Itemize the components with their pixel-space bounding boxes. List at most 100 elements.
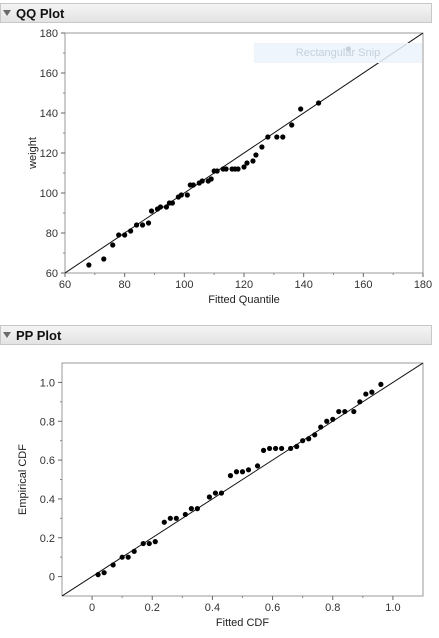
- data-point: [233, 469, 240, 475]
- data-point: [208, 176, 214, 182]
- data-point: [194, 506, 200, 512]
- x-tick-label: 0.4: [205, 602, 220, 614]
- data-point: [145, 220, 152, 226]
- data-point: [116, 232, 122, 238]
- data-point: [300, 438, 306, 444]
- data-point: [101, 570, 107, 576]
- data-point: [227, 473, 234, 479]
- y-tick-label: 80: [46, 228, 58, 240]
- data-point: [157, 204, 164, 210]
- data-point: [128, 228, 134, 234]
- data-point: [182, 511, 188, 518]
- x-tick-label: 180: [414, 279, 432, 291]
- data-point: [288, 445, 294, 452]
- x-tick-label: 0.8: [325, 602, 340, 614]
- data-point: [254, 463, 261, 469]
- data-point: [184, 192, 190, 198]
- rectangular-snip-overlay: Rectangular Snip: [254, 43, 422, 63]
- data-point: [169, 200, 175, 206]
- data-point: [336, 408, 342, 415]
- data-point: [306, 436, 312, 442]
- data-point: [101, 256, 107, 262]
- data-point: [289, 122, 295, 128]
- x-axis-title: Fitted Quantile: [208, 294, 280, 306]
- x-tick-label: 80: [119, 279, 131, 291]
- x-tick-label: 0: [89, 602, 95, 614]
- qq-plot-title: QQ Plot: [16, 5, 65, 21]
- y-tick-label: 180: [40, 28, 58, 40]
- data-point: [139, 222, 146, 228]
- data-point: [214, 168, 220, 174]
- data-point: [315, 100, 322, 106]
- qq-plot-chart: 60 80 100 120 140 160 180 60 80 100 120 140 160 180 Fi…: [27, 28, 432, 306]
- x-axis-title: Fitted CDF: [216, 617, 269, 629]
- data-point: [122, 232, 128, 238]
- data-point: [294, 443, 300, 450]
- data-point: [253, 152, 259, 158]
- x-tick-label: 60: [59, 279, 71, 291]
- rectangular-snip-label: Rectangular Snip: [295, 47, 381, 59]
- data-point: [188, 506, 194, 512]
- x-tick-label: 140: [294, 279, 312, 291]
- data-point: [324, 418, 330, 424]
- data-point: [280, 134, 286, 140]
- data-point: [265, 134, 271, 140]
- data-point: [244, 160, 250, 166]
- y-tick-label: 120: [40, 148, 58, 160]
- data-point: [125, 554, 131, 560]
- data-point: [167, 515, 173, 521]
- data-point: [212, 490, 219, 496]
- data-point: [110, 242, 116, 248]
- data-point: [312, 432, 318, 438]
- data-point: [351, 408, 357, 415]
- data-point: [206, 494, 213, 500]
- y-tick-label: 60: [46, 268, 58, 280]
- data-point: [330, 416, 336, 422]
- data-point: [318, 424, 324, 430]
- data-point: [163, 204, 170, 210]
- data-point: [223, 166, 229, 172]
- data-point: [239, 469, 246, 475]
- data-point: [161, 519, 167, 525]
- x-tick-label: 0.2: [145, 602, 160, 614]
- data-point: [279, 445, 285, 452]
- x-tick-label: 1.0: [385, 602, 400, 614]
- y-tick-label: 100: [40, 188, 58, 200]
- x-tick-label: 120: [235, 279, 253, 291]
- data-point: [190, 182, 196, 188]
- disclosure-triangle-icon[interactable]: [3, 10, 11, 16]
- pp-plot-title: PP Plot: [16, 327, 62, 343]
- data-point: [274, 134, 280, 140]
- data-point: [266, 445, 273, 452]
- data-point: [259, 144, 265, 150]
- data-point: [241, 164, 247, 170]
- y-tick-label: 140: [40, 108, 58, 120]
- disclosure-triangle-icon[interactable]: [3, 332, 11, 338]
- data-point: [86, 262, 92, 268]
- x-tick-label: 0.6: [265, 602, 280, 614]
- x-tick-label: 100: [175, 279, 193, 291]
- data-point: [199, 178, 205, 184]
- pp-plot-header[interactable]: PP Plot: [0, 325, 432, 345]
- data-point: [178, 192, 184, 198]
- data-point: [152, 539, 158, 545]
- data-point: [235, 166, 241, 172]
- data-point: [369, 389, 375, 395]
- y-tick-label: 0.8: [40, 416, 55, 428]
- data-point: [218, 490, 225, 496]
- data-point: [140, 540, 146, 547]
- data-point: [260, 447, 267, 453]
- data-point: [173, 515, 179, 521]
- data-point: [378, 381, 384, 387]
- y-tick-label: 0.4: [40, 494, 55, 506]
- y-tick-label: 160: [40, 68, 58, 80]
- data-point: [95, 572, 101, 578]
- y-tick-label: 0: [49, 572, 55, 584]
- x-tick-label: 160: [354, 279, 372, 291]
- y-axis-title: Empirical CDF: [17, 444, 29, 515]
- pp-plot-chart: 0 0.2 0.4 0.6 0.8 1.0 0 0.2 0.4 0.6 0.8 1.0 Fitted C…: [17, 362, 424, 629]
- y-tick-label: 1.0: [40, 377, 55, 389]
- data-point: [363, 391, 369, 397]
- qq-plot-header[interactable]: QQ Plot: [0, 3, 432, 23]
- y-tick-label: 0.2: [40, 533, 55, 545]
